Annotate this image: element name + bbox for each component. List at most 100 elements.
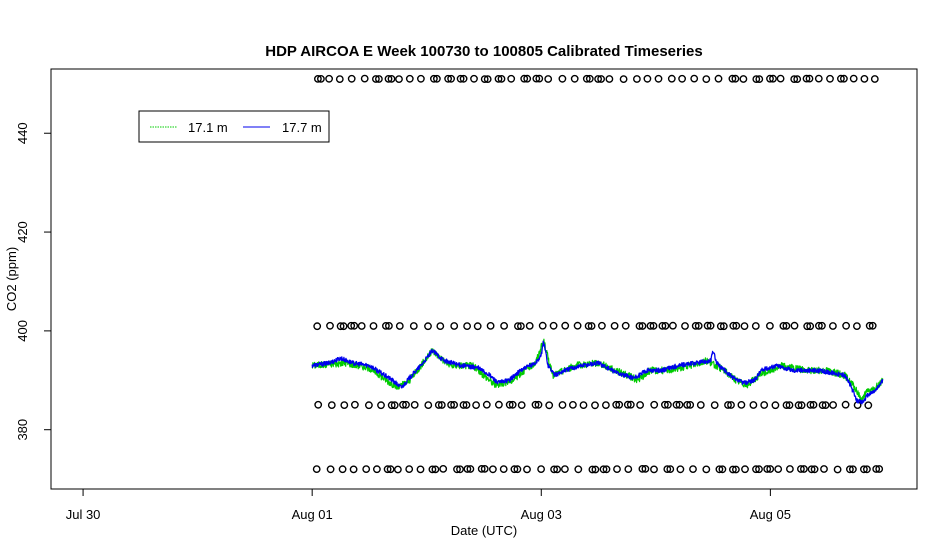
cal-point-2-27 — [636, 401, 644, 409]
chart-title: HDP AIRCOA E Week 100730 to 100805 Calib… — [265, 43, 702, 60]
cal-point-2-44 — [841, 400, 850, 409]
cal-point-1-33 — [716, 322, 725, 331]
cal-point-1-31 — [691, 321, 700, 330]
cal-point-1-40b — [806, 322, 815, 331]
cal-point-3-7 — [393, 465, 402, 474]
cal-point-0-23 — [594, 75, 602, 83]
cal-point-0-3 — [347, 74, 356, 83]
cal-point-2-33 — [710, 401, 719, 409]
cal-point-0-8 — [405, 74, 414, 83]
cal-point-3-34 — [729, 465, 737, 474]
cal-point-0-0 — [313, 75, 322, 83]
cal-point-3-27 — [638, 464, 647, 473]
cal-point-3-33b — [718, 465, 727, 474]
cal-point-1-29 — [669, 321, 677, 330]
cal-point-3-26 — [624, 465, 633, 473]
cal-point-0-15 — [494, 75, 503, 83]
cal-point-1-14 — [486, 321, 495, 330]
cal-point-1-20 — [561, 321, 570, 330]
cal-point-3-39 — [786, 465, 794, 473]
cal-point-3-3 — [349, 465, 358, 474]
cal-point-0-18b — [535, 74, 544, 83]
cal-point-0-12 — [456, 74, 465, 83]
cal-point-2-38 — [771, 401, 780, 410]
cal-point-0-11b — [447, 74, 455, 83]
cal-point-1-7 — [395, 322, 404, 330]
cal-point-3-46 — [872, 465, 881, 473]
cal-point-2-19 — [545, 401, 554, 410]
cal-point-0-12b — [459, 74, 468, 83]
cal-point-0-16 — [507, 74, 516, 83]
y-tick-label-1: 400 — [15, 320, 30, 342]
cal-point-1-38 — [779, 321, 788, 330]
cal-point-1-4 — [357, 322, 366, 330]
cal-point-3-43 — [833, 465, 842, 474]
cal-point-3-16 — [499, 465, 508, 473]
cal-point-2-35 — [737, 400, 746, 409]
cal-point-3-9 — [416, 465, 425, 474]
cal-point-1-9 — [424, 322, 432, 331]
x-tick-label-2: Aug 03 — [521, 507, 562, 522]
cal-point-3-46b — [875, 465, 884, 473]
cal-point-0-25 — [619, 75, 628, 84]
cal-point-2-0 — [314, 400, 323, 409]
cal-point-3-12 — [453, 465, 461, 474]
cal-point-2-29 — [661, 400, 669, 409]
cal-point-1-6b — [384, 321, 393, 330]
cal-point-1-28b — [661, 321, 670, 330]
cal-point-3-24b — [602, 465, 611, 474]
cal-point-3-28 — [650, 465, 658, 474]
cal-point-2-42b — [821, 401, 830, 409]
cal-point-1-22 — [584, 322, 593, 330]
cal-point-3-6b — [386, 465, 395, 474]
cal-point-3-44 — [846, 465, 854, 474]
cal-point-1-25 — [621, 321, 630, 330]
cal-point-1-11 — [450, 322, 459, 330]
cal-point-2-24 — [602, 401, 610, 409]
cal-point-2-12b — [462, 401, 471, 409]
y-tick-label-0: 380 — [15, 419, 30, 441]
calibration-points — [312, 74, 884, 474]
cal-point-0-31 — [690, 74, 699, 83]
cal-point-1-0 — [313, 322, 322, 331]
cal-point-2-31b — [686, 400, 695, 409]
cal-point-0-35 — [739, 75, 748, 83]
cal-point-2-2 — [340, 401, 349, 409]
cal-point-0-1 — [325, 74, 333, 83]
cal-point-2-43 — [829, 401, 837, 409]
y-axis-label: CO2 (ppm) — [4, 247, 19, 311]
plot-frame — [50, 68, 918, 490]
cal-point-0-24 — [605, 75, 614, 83]
cal-point-2-40b — [797, 401, 806, 410]
cal-point-3-40 — [797, 465, 805, 473]
cal-point-2-39 — [782, 401, 791, 409]
cal-point-3-37b — [766, 465, 775, 473]
x-tick-label-3: Aug 05 — [750, 507, 791, 522]
x-axis-label: Date (UTC) — [451, 523, 517, 538]
cal-point-2-3 — [350, 400, 359, 409]
cal-point-1-10 — [436, 322, 445, 330]
cal-point-1-28 — [658, 321, 667, 330]
cal-point-2-22 — [579, 401, 588, 409]
cal-point-0-43 — [837, 74, 845, 83]
cal-point-1-24 — [610, 321, 619, 330]
y-tick-label-3: 440 — [15, 122, 30, 144]
cal-point-2-34 — [724, 401, 732, 409]
cal-point-1-23 — [598, 321, 606, 330]
cal-point-1-42 — [829, 322, 837, 330]
cal-point-2-15 — [494, 400, 503, 409]
cal-point-3-31 — [689, 465, 697, 473]
cal-point-3-36 — [752, 465, 760, 474]
cal-point-0-42 — [826, 74, 834, 83]
cal-point-2-12 — [459, 401, 468, 409]
cal-point-0-34 — [728, 74, 737, 83]
x-tick-label-1: Aug 01 — [292, 507, 333, 522]
cal-point-1-26 — [635, 322, 644, 330]
cal-point-2-7b — [402, 400, 410, 409]
cal-point-3-37 — [763, 465, 772, 473]
cal-point-3-44b — [849, 465, 857, 474]
cal-point-1-26b — [638, 322, 647, 330]
cal-point-1-27b — [649, 321, 658, 330]
cal-point-3-18 — [523, 465, 531, 474]
cal-point-1-5 — [369, 322, 378, 330]
